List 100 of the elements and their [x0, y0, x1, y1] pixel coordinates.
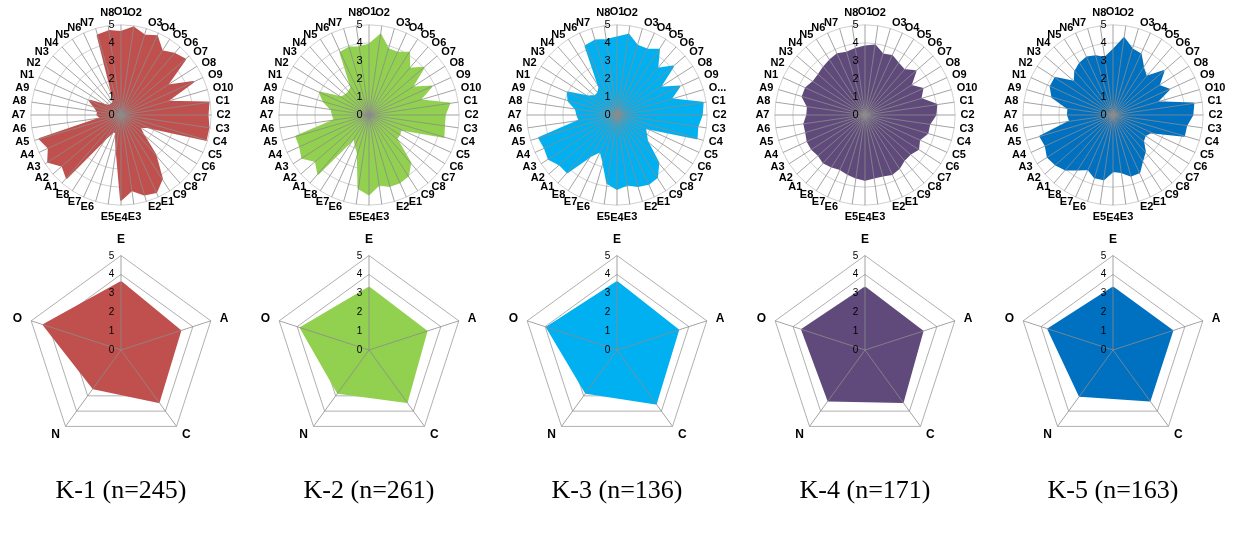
spoke-label: A [715, 310, 725, 325]
spoke-label: C5 [207, 147, 222, 160]
spoke-label: A3 [274, 159, 289, 172]
spoke-label: A8 [260, 94, 275, 107]
spoke-label: A6 [1004, 121, 1019, 134]
y-tick-label: 5 [1100, 17, 1107, 30]
spoke-label: A4 [764, 147, 779, 160]
spoke-label: A [467, 310, 477, 325]
y-tick-label: 1 [604, 325, 611, 337]
spoke-label: N [51, 427, 60, 442]
y-tick-label: 5 [108, 17, 115, 30]
spoke-label: A2 [34, 170, 49, 183]
y-tick-label: 5 [852, 17, 859, 30]
y-tick-label: 2 [356, 306, 363, 318]
spoke-label: E6 [824, 199, 839, 212]
spoke-label: A5 [759, 134, 774, 147]
spoke-label: N8 [348, 6, 363, 19]
text: K-2 (n=261) [303, 475, 435, 504]
y-tick-label: 0 [108, 344, 115, 355]
spoke-label: A5 [15, 134, 30, 147]
spoke-label: E3 [623, 209, 638, 222]
spoke-label: A9 [1007, 81, 1022, 94]
spoke-label: C1 [1207, 94, 1222, 107]
spoke-label: O9 [455, 68, 471, 81]
y-tick-label: 1 [356, 89, 363, 102]
spoke-label: A [219, 310, 229, 325]
y-tick-label: 0 [1100, 344, 1107, 355]
spoke-label: C4 [956, 134, 972, 147]
y-tick-label: 5 [356, 249, 363, 261]
spoke-label: E [860, 231, 870, 246]
spoke-label: A4 [268, 147, 283, 160]
spoke-label: E2 [891, 199, 906, 212]
y-tick-label: 1 [604, 89, 611, 102]
spoke-label: A8 [756, 94, 771, 107]
text: K-4 (n=171) [799, 475, 931, 504]
spoke-label: C5 [455, 147, 470, 160]
y-tick-label: 0 [852, 344, 859, 355]
spoke-label: N3 [282, 45, 297, 58]
spoke-label: E6 [328, 199, 343, 212]
spoke-label: E [116, 231, 126, 246]
y-tick-label: 1 [852, 89, 859, 102]
spoke-label: O9 [1199, 68, 1215, 81]
spoke-label: O7 [441, 45, 456, 58]
spoke-label: C1 [215, 94, 230, 107]
spoke-label: A7 [11, 108, 26, 120]
spoke-label: A4 [20, 147, 35, 160]
spoke-label: O [260, 310, 271, 325]
spoke-label: A7 [755, 108, 770, 120]
y-tick-label: 2 [1100, 306, 1107, 318]
spoke-label: N1 [20, 68, 35, 81]
spoke-label: N1 [268, 68, 283, 81]
spoke-label: O2 [127, 6, 142, 19]
spoke-label: A5 [263, 134, 278, 147]
spoke-label: O1 [857, 5, 873, 18]
spoke-label: E3 [127, 209, 142, 222]
spoke-label: N8 [100, 6, 115, 19]
y-tick-label: 5 [356, 17, 363, 30]
y-tick-label: 3 [852, 53, 859, 66]
spoke-label: C1 [463, 94, 478, 107]
spoke-label: C2 [1208, 108, 1223, 120]
spoke-label: A6 [12, 121, 27, 134]
spoke-label: A8 [508, 94, 523, 107]
spoke-label: C5 [951, 147, 966, 160]
y-tick-label: 5 [852, 249, 859, 261]
spoke-label: N2 [1018, 56, 1033, 69]
spoke-label: A9 [15, 81, 30, 94]
spoke-label: A6 [508, 121, 523, 134]
y-tick-label: 3 [356, 53, 363, 66]
spoke-label: O... [708, 81, 727, 94]
spoke-label: C [182, 427, 192, 442]
spoke-label: O9 [951, 68, 967, 81]
spoke-label: E2 [643, 199, 658, 212]
spoke-label: E3 [1119, 209, 1134, 222]
y-tick-label: 1 [356, 325, 363, 337]
spoke-label: O10 [1204, 81, 1226, 94]
spoke-label: O1 [361, 5, 377, 18]
spoke-label: C2 [216, 108, 231, 120]
y-tick-label: 3 [108, 287, 115, 299]
spoke-label: A2 [1026, 170, 1041, 183]
spoke-label: C6 [449, 159, 464, 172]
spoke-label: E2 [395, 199, 410, 212]
spoke-label: A3 [26, 159, 41, 172]
spoke-label: E5 [1092, 209, 1107, 222]
spoke-label: N3 [530, 45, 545, 58]
spoke-label: C6 [945, 159, 960, 172]
spoke-label: C1 [959, 94, 974, 107]
spoke-label: A2 [778, 170, 793, 183]
spoke-label: E4 [362, 210, 377, 223]
y-tick-label: 1 [852, 325, 859, 337]
spoke-label: O2 [871, 6, 886, 19]
spoke-label: C4 [708, 134, 724, 147]
spoke-label: O7 [193, 45, 208, 58]
spoke-label: C2 [464, 108, 479, 120]
spoke-label: O9 [703, 68, 719, 81]
spoke-label: N2 [274, 56, 289, 69]
spoke-label: E [1108, 231, 1118, 246]
spoke-label: C7 [689, 170, 704, 183]
spoke-label: N [299, 427, 308, 442]
spoke-label: C [926, 427, 936, 442]
y-tick-label: 2 [108, 306, 115, 318]
